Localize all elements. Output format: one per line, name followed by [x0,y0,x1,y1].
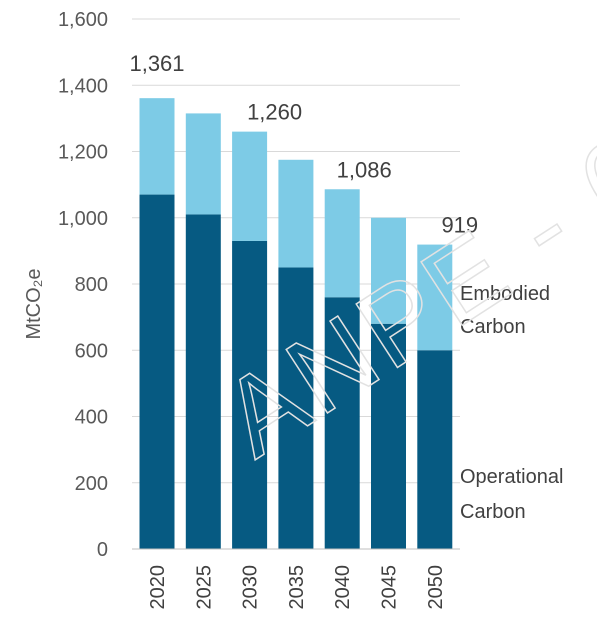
x-tick-label: 2040 [332,565,354,610]
y-tick-label: 0 [97,539,108,561]
legend-label-embodied: Carbon [460,316,526,338]
bar-segment-operational [278,267,314,549]
x-axis-ticks: 2020 2025 2030 2035 2040 2045 2050 [147,565,447,610]
y-tick-label: 1,000 [58,208,108,230]
bar-segment-embodied [278,159,314,268]
x-tick-label: 2045 [379,565,401,610]
x-tick-label: 2030 [240,565,262,610]
x-tick-label: 2025 [193,565,215,610]
y-tick-label: 600 [75,340,108,362]
bar-segment-operational [185,214,221,549]
bar-segment-operational [417,350,453,549]
y-tick-label: 400 [75,407,108,429]
bar-segment-operational [139,194,175,549]
legend: Operational Carbon Embodied Carbon [460,283,563,523]
data-labels: 1,361 1,260 1,086 919 [129,51,478,237]
x-tick-label: 2035 [286,565,308,610]
bar-segment-embodied [324,189,360,298]
x-tick-label: 2050 [425,565,447,610]
legend-label-embodied: Embodied [460,283,550,305]
bar-segment-operational [232,240,268,549]
legend-label-operational: Carbon [460,501,526,523]
y-axis-ticks: 0 200 400 600 800 1,000 1,200 1,400 1,600 [58,9,108,561]
data-label: 1,260 [247,100,302,125]
bar-segment-operational [371,323,406,549]
data-label: 919 [441,213,478,238]
bar-segment-operational [324,297,360,549]
bar-segment-embodied [371,217,406,324]
bar-segment-embodied [417,244,453,351]
y-axis-label: MtCO₂e [23,268,45,339]
bar-segment-embodied [232,131,268,241]
bar-segment-embodied [185,113,221,215]
y-tick-label: 1,200 [58,142,108,164]
data-label: 1,086 [337,157,392,182]
legend-label-operational: Operational [460,466,563,488]
x-tick-label: 2020 [147,565,169,610]
bars [139,98,453,549]
bar-segment-embodied [139,98,175,195]
y-tick-label: 1,400 [58,75,108,97]
y-tick-label: 800 [75,274,108,296]
y-tick-label: 200 [75,473,108,495]
data-label: 1,361 [129,51,184,76]
y-tick-label: 1,600 [58,9,108,31]
